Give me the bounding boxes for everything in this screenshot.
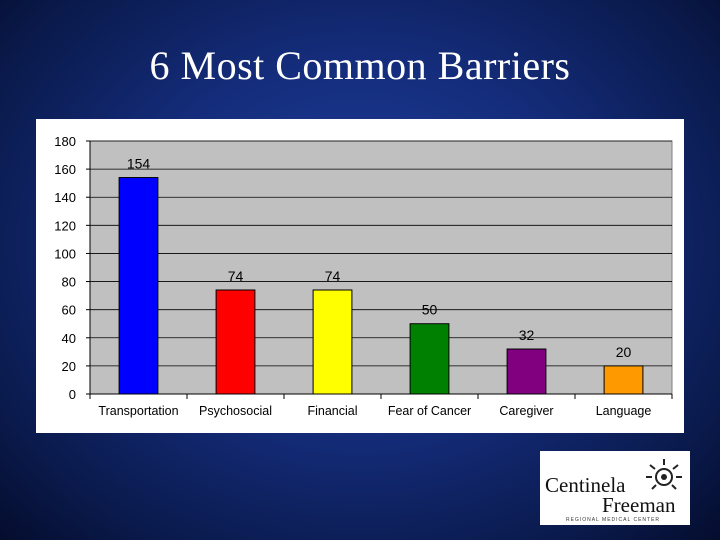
y-tick-label: 100 <box>54 246 76 261</box>
plot-area <box>89 140 673 395</box>
y-tick-label: 80 <box>62 275 76 290</box>
x-tick-label: Financial <box>307 404 357 418</box>
y-tick-label: 40 <box>62 331 76 346</box>
logo-name-line1: Centinela <box>545 473 626 497</box>
slide-title: 6 Most Common Barriers <box>149 43 571 88</box>
data-label: 154 <box>127 156 151 172</box>
bar-psychosocial <box>215 289 256 395</box>
y-tick-label: 160 <box>54 162 76 177</box>
logo-name-line2: Freeman <box>602 493 676 517</box>
x-tick-label: Fear of Cancer <box>388 404 471 418</box>
y-tick-label: 60 <box>62 303 76 318</box>
data-label: 74 <box>228 268 244 284</box>
sun-emblem-icon <box>640 455 684 493</box>
bar-language <box>603 365 644 395</box>
x-tick-label: Language <box>596 404 652 418</box>
x-tick-label: Psychosocial <box>199 404 272 418</box>
bar-chart: 0 20 40 60 80 100 120 140 160 180 154 Transportatio… <box>36 119 684 433</box>
data-label: 50 <box>422 302 438 318</box>
y-tick-label: 120 <box>54 218 76 233</box>
x-tick-label: Transportation <box>98 404 178 418</box>
hospital-logo: Centinela Freeman REGIONAL MEDICAL CENTE… <box>540 451 690 525</box>
data-label: 32 <box>519 327 535 343</box>
bar-caregiver <box>506 348 547 395</box>
bar-fear-of-cancer <box>409 323 450 395</box>
y-tick-label: 180 <box>54 134 76 149</box>
y-tick-label: 0 <box>69 387 76 402</box>
chart-svg: 0 20 40 60 80 100 120 140 160 180 154 Transportatio… <box>54 134 673 418</box>
data-label: 74 <box>325 268 341 284</box>
bar-financial <box>312 289 353 395</box>
logo-subtitle: REGIONAL MEDICAL CENTER <box>566 517 661 523</box>
data-label: 20 <box>616 344 632 360</box>
y-tick-label: 140 <box>54 190 76 205</box>
y-tick-label: 20 <box>62 359 76 374</box>
bar-transportation <box>118 177 159 395</box>
x-tick-label: Caregiver <box>499 404 553 418</box>
